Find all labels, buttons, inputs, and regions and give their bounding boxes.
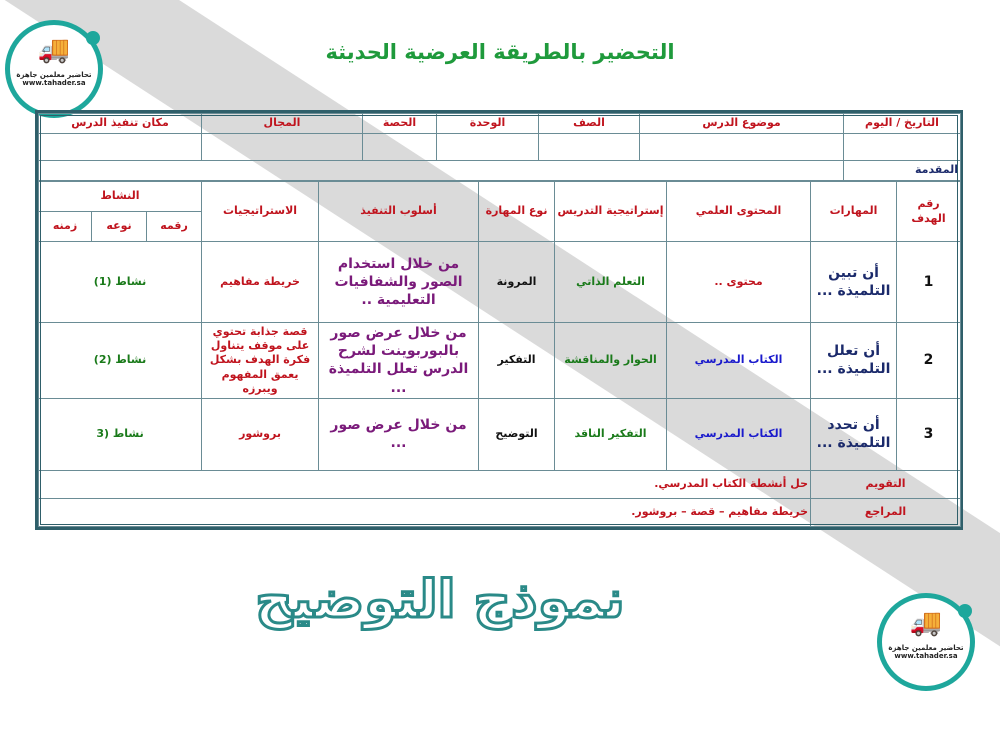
activity: نشاط (2)	[37, 322, 203, 399]
goal-no: 2	[896, 322, 962, 399]
col-activity: النشاط	[37, 181, 203, 212]
method: من خلال عرض صور بالبوربوينت لشرح الدرس ت…	[318, 322, 480, 399]
logo-dot	[958, 604, 972, 618]
period-header: الحصة	[362, 113, 437, 134]
class-header: الصف	[538, 113, 640, 134]
col-goal-no: رقم الهدف	[896, 181, 962, 242]
method: من خلال استخدام الصور والشفافيات التعليم…	[318, 241, 480, 323]
page-title: التحضير بالطريقة العرضية الحديثة	[325, 40, 675, 64]
activity: نشاط (3	[37, 397, 203, 471]
content: الكتاب المدرسي	[666, 397, 812, 471]
col-activity-time: زمنه	[37, 211, 93, 242]
col-activity-no: رقمه	[146, 211, 203, 242]
col-skill-type: نوع المهارة	[478, 181, 556, 242]
logo-bottom: 🚚 تحاضير معلمين جاهزة www.tahader.sa	[877, 593, 975, 691]
lesson-plan-table: التاريخ / اليوم موضوع الدرس الصف الوحدة …	[35, 110, 963, 530]
logo-url: www.tahader.sa	[22, 79, 86, 87]
col-activity-type: نوعه	[91, 211, 148, 242]
topic-field[interactable]	[639, 133, 844, 161]
col-method: أسلوب التنفيذ	[318, 181, 480, 242]
references-label: المراجع	[810, 497, 962, 527]
teaching-strategy: التفكير الناقد	[554, 397, 668, 471]
col-skills: المهارات	[810, 181, 898, 242]
intro-label: المقدمة	[843, 160, 961, 181]
logo-name: تحاضير معلمين جاهزة	[888, 644, 964, 652]
strategies: بروشور	[201, 397, 320, 471]
domain-field[interactable]	[201, 133, 363, 161]
strategies: خريطة مفاهيم	[201, 241, 320, 323]
activity: نشاط (1)	[37, 241, 203, 323]
skill-type: المرونة	[478, 241, 556, 323]
logo: 🚚 تحاضير معلمين جاهزة www.tahader.sa	[5, 20, 103, 118]
class-field[interactable]	[538, 133, 640, 161]
goal-no: 1	[896, 241, 962, 323]
logo-url: www.tahader.sa	[894, 652, 958, 660]
goal-no: 3	[896, 397, 962, 471]
table-row: 2 أن تعلل التلميذة ... الكتاب المدرسي ال…	[37, 322, 962, 399]
col-content: المحتوى العلمي	[666, 181, 812, 242]
date-field[interactable]	[843, 133, 961, 161]
content: الكتاب المدرسي	[666, 322, 812, 399]
method: من خلال عرض صور ...	[318, 397, 480, 471]
table-row: 1 أن تبين التلميذة ... محتوى .. التعلم ا…	[37, 241, 962, 323]
skill-type: التفكير	[478, 322, 556, 399]
logo-name: تحاضير معلمين جاهزة	[16, 71, 92, 79]
skill: أن تبين التلميذة ...	[810, 241, 898, 323]
intro-field[interactable]	[38, 160, 844, 181]
header-table: التاريخ / اليوم موضوع الدرس الصف الوحدة …	[38, 113, 961, 181]
period-field[interactable]	[362, 133, 437, 161]
place-header: مكان تنفيذ الدرس	[38, 113, 202, 134]
domain-header: المجال	[201, 113, 363, 134]
content: محتوى ..	[666, 241, 812, 323]
skill: أن تحدد التلميذة ...	[810, 397, 898, 471]
table-row: 3 أن تحدد التلميذة ... الكتاب المدرسي ال…	[37, 397, 962, 471]
topic-header: موضوع الدرس	[639, 113, 844, 134]
truck-icon: 🚚	[909, 608, 943, 638]
watermark-text: نموذج التوضيح	[254, 569, 626, 632]
references-value: خريطة مفاهيم – قصة – بروشور.	[37, 497, 812, 527]
evaluation-value: حل أنشطة الكتاب المدرسي.	[37, 469, 812, 499]
teaching-strategy: التعلم الذاتي	[554, 241, 668, 323]
strategies: قصة جذابة تحتوي على موقف يتناول فكرة اله…	[201, 322, 320, 399]
date-header: التاريخ / اليوم	[843, 113, 961, 134]
skill-type: التوضيح	[478, 397, 556, 471]
logo-dot	[86, 31, 100, 45]
evaluation-label: التقويم	[810, 469, 962, 499]
skill: أن تعلل التلميذة ...	[810, 322, 898, 399]
unit-field[interactable]	[436, 133, 539, 161]
col-strategies: الاستراتيجيات	[201, 181, 320, 242]
truck-icon: 🚚	[37, 35, 71, 65]
col-teaching-strategy: إستراتيجية التدريس	[554, 181, 668, 242]
teaching-strategy: الحوار والمناقشة	[554, 322, 668, 399]
unit-header: الوحدة	[436, 113, 539, 134]
place-field[interactable]	[38, 133, 202, 161]
body-table: رقم الهدف المهارات المحتوى العلمي إسترات…	[37, 181, 962, 527]
